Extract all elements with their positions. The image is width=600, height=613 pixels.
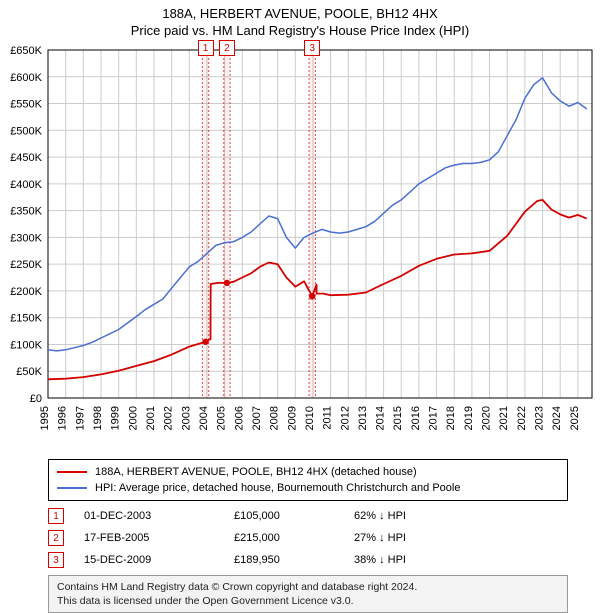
svg-text:£500K: £500K — [10, 125, 42, 137]
svg-text:2022: 2022 — [516, 406, 528, 430]
marker-badge: 1 — [48, 508, 64, 524]
svg-text:2020: 2020 — [481, 406, 493, 430]
svg-text:1997: 1997 — [74, 406, 86, 430]
chart-svg: £0 £50K £100K £150K £200K £250K £300K £350K £400… — [0, 38, 600, 453]
marker-badge: 2 — [48, 530, 64, 546]
svg-text:£50K: £50K — [16, 366, 42, 378]
marker-row-3: 3 15-DEC-2009£189,95038% ↓ HPI — [48, 549, 568, 571]
footer-licence: Contains HM Land Registry data © Crown c… — [48, 575, 568, 613]
svg-text:2017: 2017 — [428, 406, 440, 430]
svg-text:£0: £0 — [30, 393, 42, 405]
svg-text:2019: 2019 — [463, 406, 475, 430]
svg-text:2006: 2006 — [233, 406, 245, 430]
svg-text:2016: 2016 — [410, 406, 422, 430]
svg-text:2005: 2005 — [216, 406, 228, 430]
svg-text:2013: 2013 — [357, 406, 369, 430]
svg-text:2002: 2002 — [163, 406, 175, 430]
svg-text:2014: 2014 — [375, 406, 387, 430]
legend-swatch-property — [57, 471, 87, 473]
footer-line2: This data is licensed under the Open Gov… — [57, 594, 559, 608]
marker-price: £105,000 — [234, 510, 354, 522]
legend-label-property: 188A, HERBERT AVENUE, POOLE, BH12 4HX (d… — [95, 466, 417, 478]
svg-text:2025: 2025 — [569, 406, 581, 430]
svg-text:£300K: £300K — [10, 232, 42, 244]
svg-text:2009: 2009 — [286, 406, 298, 430]
svg-text:£250K: £250K — [10, 259, 42, 271]
marker-price: £215,000 — [234, 532, 354, 544]
svg-text:£150K: £150K — [10, 313, 42, 325]
title-sub: Price paid vs. HM Land Registry's House … — [0, 23, 600, 38]
svg-text:1999: 1999 — [110, 406, 122, 430]
svg-text:2000: 2000 — [127, 406, 139, 430]
svg-text:2004: 2004 — [198, 406, 210, 430]
svg-text:£400K: £400K — [10, 179, 42, 191]
svg-text:2008: 2008 — [269, 406, 281, 430]
legend-swatch-hpi — [57, 487, 87, 489]
marker-diff: 27% ↓ HPI — [354, 532, 568, 544]
svg-text:£100K: £100K — [10, 339, 42, 351]
chart-marker-1: 1 — [198, 40, 214, 56]
svg-text:2012: 2012 — [339, 406, 351, 430]
svg-text:2024: 2024 — [551, 406, 563, 430]
svg-text:2003: 2003 — [180, 406, 192, 430]
svg-text:£600K: £600K — [10, 72, 42, 84]
svg-text:1996: 1996 — [57, 406, 69, 430]
chart-marker-2: 2 — [219, 40, 235, 56]
svg-text:2001: 2001 — [145, 406, 157, 430]
svg-text:2018: 2018 — [445, 406, 457, 430]
chart: £0 £50K £100K £150K £200K £250K £300K £350K £400… — [0, 38, 600, 453]
svg-text:2021: 2021 — [498, 406, 510, 430]
svg-text:£650K: £650K — [10, 45, 42, 57]
svg-text:1998: 1998 — [92, 406, 104, 430]
marker-date: 01-DEC-2003 — [84, 510, 234, 522]
marker-diff: 38% ↓ HPI — [354, 554, 568, 566]
svg-text:£450K: £450K — [10, 152, 42, 164]
marker-row-1: 1 01-DEC-2003£105,00062% ↓ HPI — [48, 505, 568, 527]
svg-text:2011: 2011 — [322, 406, 334, 430]
marker-row-2: 2 17-FEB-2005£215,00027% ↓ HPI — [48, 527, 568, 549]
chart-marker-3: 3 — [304, 40, 320, 56]
marker-badge: 3 — [48, 552, 64, 568]
marker-date: 15-DEC-2009 — [84, 554, 234, 566]
svg-text:2007: 2007 — [251, 406, 263, 430]
svg-text:£350K: £350K — [10, 206, 42, 218]
svg-text:2023: 2023 — [534, 406, 546, 430]
svg-text:1995: 1995 — [39, 406, 51, 430]
svg-text:£550K: £550K — [10, 99, 42, 111]
svg-text:£200K: £200K — [10, 286, 42, 298]
marker-date: 17-FEB-2005 — [84, 532, 234, 544]
svg-text:2015: 2015 — [392, 406, 404, 430]
footer-line1: Contains HM Land Registry data © Crown c… — [57, 580, 559, 594]
legend-label-hpi: HPI: Average price, detached house, Bour… — [95, 482, 460, 494]
marker-price: £189,950 — [234, 554, 354, 566]
legend: 188A, HERBERT AVENUE, POOLE, BH12 4HX (d… — [48, 459, 568, 501]
svg-text:2010: 2010 — [304, 406, 316, 430]
title-address: 188A, HERBERT AVENUE, POOLE, BH12 4HX — [0, 6, 600, 21]
marker-diff: 62% ↓ HPI — [354, 510, 568, 522]
markers-table: 1 01-DEC-2003£105,00062% ↓ HPI 2 17-FEB-200… — [48, 505, 568, 571]
